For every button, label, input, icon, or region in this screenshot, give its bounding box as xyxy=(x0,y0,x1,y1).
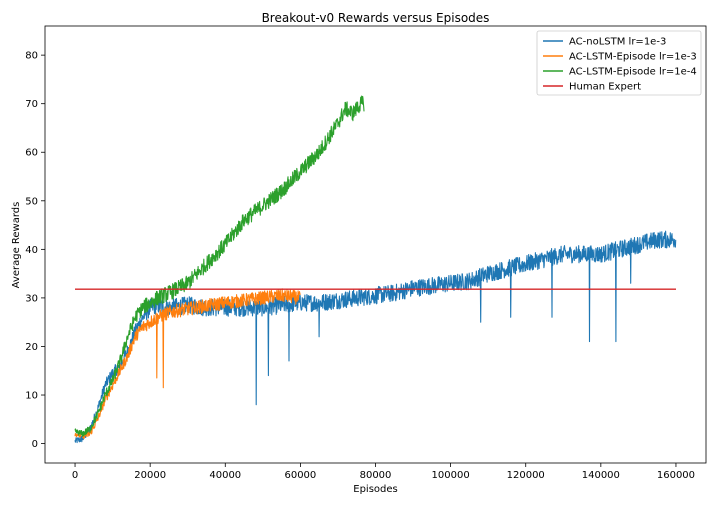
x-axis-label: Episodes xyxy=(353,484,397,495)
y-axis: 0 10 20 30 40 50 60 70 80 xyxy=(25,51,45,450)
plot-area xyxy=(74,95,677,444)
legend-label: AC-LSTM-Episode lr=1e-4 xyxy=(569,67,697,78)
y-tick-label: 40 xyxy=(25,245,38,256)
y-tick-label: 60 xyxy=(25,148,38,159)
x-axis: 0 20000 40000 60000 80000 100000 120000 140000 1… xyxy=(72,463,695,481)
series-line-0 xyxy=(74,230,677,444)
y-tick-label: 30 xyxy=(25,293,38,304)
y-tick-label: 50 xyxy=(25,196,38,207)
x-tick-label: 20000 xyxy=(134,470,166,481)
x-tick-label: 100000 xyxy=(432,470,470,481)
y-tick-label: 10 xyxy=(25,391,38,402)
legend-label: AC-noLSTM lr=1e-3 xyxy=(569,37,666,48)
x-tick-label: 80000 xyxy=(360,470,392,481)
x-tick-label: 140000 xyxy=(582,470,620,481)
legend-label: AC-LSTM-Episode lr=1e-3 xyxy=(569,52,697,63)
x-tick-label: 120000 xyxy=(507,470,545,481)
legend: AC-noLSTM lr=1e-3 AC-LSTM-Episode lr=1e-3… xyxy=(536,30,702,96)
x-tick-label: 40000 xyxy=(209,470,241,481)
series-line-1 xyxy=(74,288,301,440)
series-line-2 xyxy=(74,95,365,437)
legend-label: Human Expert xyxy=(569,82,641,93)
legend-box xyxy=(536,30,702,96)
y-tick-label: 70 xyxy=(25,99,38,110)
x-tick-label: 160000 xyxy=(657,470,695,481)
y-tick-label: 0 xyxy=(32,439,38,450)
x-tick-label: 60000 xyxy=(284,470,316,481)
y-tick-label: 80 xyxy=(25,51,38,62)
chart-title: Breakout-v0 Rewards versus Episodes xyxy=(262,11,490,25)
y-axis-label: Average Rewards xyxy=(11,202,22,289)
x-tick-label: 0 xyxy=(72,470,78,481)
y-tick-label: 20 xyxy=(25,342,38,353)
